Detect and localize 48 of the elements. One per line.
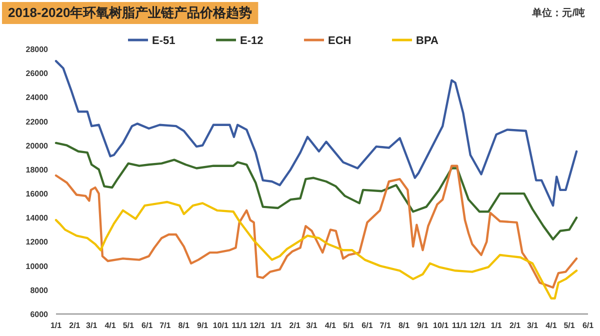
y-tick-label: 24000 xyxy=(26,93,49,102)
x-tick-label: 8/1 xyxy=(178,321,190,330)
y-tick-label: 12000 xyxy=(26,238,49,247)
y-tick-label: 6000 xyxy=(30,310,49,319)
x-tick-label: 9/1 xyxy=(197,321,209,330)
legend-label: E-12 xyxy=(240,35,264,47)
x-tick-label: 12/1 xyxy=(250,321,266,330)
x-tick-label: 10/1 xyxy=(212,321,229,330)
x-tick-label: 5/1 xyxy=(564,321,576,330)
x-tick-label: 2/1 xyxy=(289,321,301,330)
x-tick-label: 11/1 xyxy=(452,321,468,330)
x-tick-label: 3/1 xyxy=(526,321,539,330)
x-tick-label: 4/1 xyxy=(324,321,337,330)
x-tick-label: 5/1 xyxy=(122,321,134,330)
legend-label: ECH xyxy=(328,35,352,47)
y-tick-label: 18000 xyxy=(26,165,49,174)
text: 单位：元/吨 xyxy=(531,7,585,19)
x-tick-label: 1/1 xyxy=(270,321,282,330)
x-tick-label: 12/1 xyxy=(470,321,486,330)
x-tick-label: 6/1 xyxy=(362,321,374,330)
title: 2018-2020年环氧树脂产业链产品价格趋势 xyxy=(8,5,252,20)
y-tick-label: 28000 xyxy=(26,45,49,54)
x-tick-label: 9/1 xyxy=(417,321,429,330)
x-tick-label: 5/1 xyxy=(342,321,355,330)
y-tick-label: 16000 xyxy=(26,190,49,199)
y-tick-label: 14000 xyxy=(26,214,49,223)
x-tick-label: 2/1 xyxy=(69,321,81,330)
x-tick-label: 3/1 xyxy=(306,321,318,330)
x-tick-label: 6/1 xyxy=(582,321,594,330)
x-tick-label: 2/1 xyxy=(509,321,522,330)
x-tick-label: 1/1 xyxy=(490,321,502,330)
y-tick-label: 8000 xyxy=(30,286,49,295)
x-tick-label: 11/1 xyxy=(232,321,248,330)
x-tick-label: 7/1 xyxy=(380,321,392,330)
x-tick-label: 7/1 xyxy=(160,321,172,330)
y-tick-label: 20000 xyxy=(26,141,49,150)
x-tick-label: 10/1 xyxy=(433,321,450,330)
legend-label: BPA xyxy=(416,35,438,47)
y-tick-label: 26000 xyxy=(26,69,49,78)
x-tick-label: 4/1 xyxy=(104,321,116,330)
x-tick-label: 1/1 xyxy=(50,321,62,330)
y-tick-label: 22000 xyxy=(26,117,49,126)
y-tick-label: 10000 xyxy=(26,262,49,271)
x-tick-label: 3/1 xyxy=(86,321,98,330)
legend-label: E-51 xyxy=(152,35,176,47)
x-tick-label: 8/1 xyxy=(398,321,410,330)
x-tick-label: 6/1 xyxy=(142,321,154,330)
x-tick-label: 4/1 xyxy=(546,321,558,330)
